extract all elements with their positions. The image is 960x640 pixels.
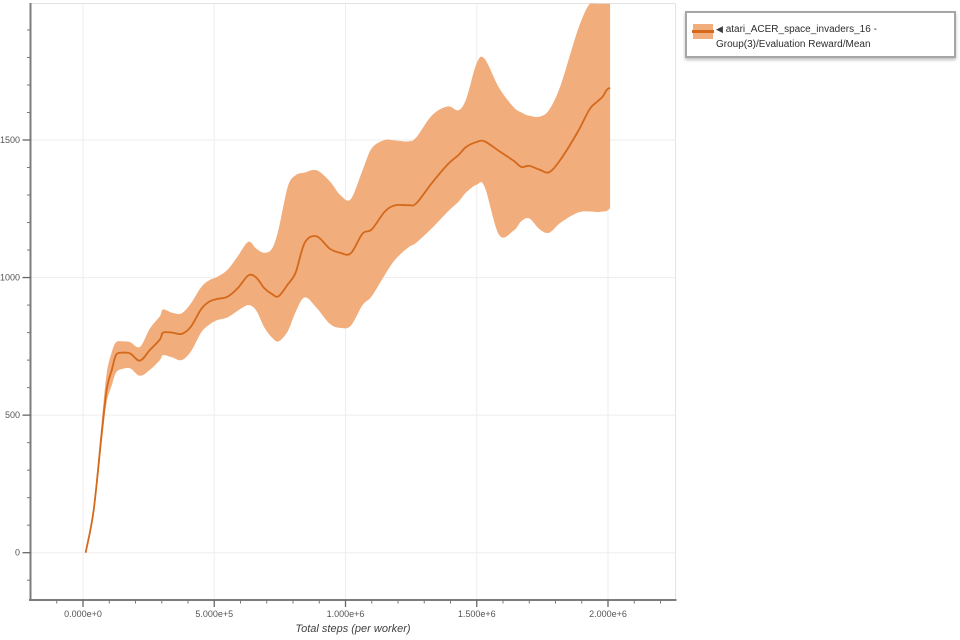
- x-tick-label: 0.000e+0: [64, 609, 102, 619]
- y-tick-label: 0: [15, 548, 20, 558]
- x-tick-label: 1.000e+6: [327, 609, 365, 619]
- mean-line: [84, 86, 611, 553]
- plot-area[interactable]: [31, 4, 676, 601]
- x-tick-label: 2.000e+6: [589, 609, 627, 619]
- collapse-triangle-icon[interactable]: ◀: [716, 24, 723, 34]
- legend-series-label[interactable]: ◀ atari_ACER_space_invaders_16 - Group(3…: [716, 22, 949, 52]
- x-tick-label: 1.500e+6: [458, 609, 496, 619]
- y-tick-label: 500: [5, 410, 20, 420]
- x-axis-title: Total steps (per worker): [295, 623, 411, 635]
- y-tick-label: 1000: [0, 273, 20, 283]
- legend[interactable]: ◀ atari_ACER_space_invaders_16 - Group(3…: [685, 11, 956, 58]
- y-tick-label: 1500: [0, 135, 20, 145]
- series-name-text: atari_ACER_space_invaders_16 - Group(3)/…: [716, 24, 877, 50]
- series-swatch-icon: [692, 24, 714, 39]
- series-swatch-line-icon: [692, 30, 714, 33]
- x-tick-label: 5.000e+5: [195, 609, 233, 619]
